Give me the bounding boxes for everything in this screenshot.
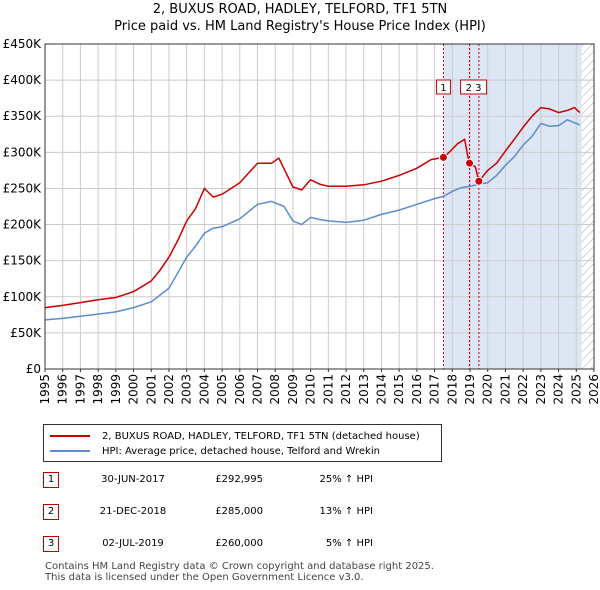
y-tick-label: £400K	[3, 73, 43, 87]
x-tick-label: 2006	[233, 374, 247, 405]
x-tick-label: 2024	[552, 374, 566, 405]
sale-hpi-change: 5% ↑ HPI	[325, 538, 373, 549]
legend-swatch-hpi	[50, 450, 90, 452]
x-tick-label: 1999	[109, 374, 123, 405]
chart-title: 2, BUXUS ROAD, HADLEY, TELFORD, TF1 5TN	[152, 2, 448, 17]
x-tick-label: 2013	[357, 374, 371, 405]
sale-price: £292,995	[215, 474, 263, 485]
x-tick-label: 2008	[268, 374, 282, 405]
price-chart: 1 2 3 £0 £50K £100K £150K £200K £250K £300K £350…	[3, 37, 600, 405]
y-tick-label: £200K	[3, 218, 43, 232]
chart-legend: 2, BUXUS ROAD, HADLEY, TELFORD, TF1 5TN …	[43, 424, 442, 462]
sale-hpi-change: 25% ↑ HPI	[319, 474, 373, 485]
sale-label-text: 1	[440, 83, 446, 94]
x-tick-label: 2025	[569, 374, 583, 405]
y-tick-label: £300K	[3, 145, 43, 159]
sale-label-box	[460, 79, 488, 95]
sale-hpi-change: 13% ↑ HPI	[319, 506, 373, 517]
plot-frame	[44, 43, 595, 370]
x-tick-label: 1998	[91, 374, 105, 405]
hatched-forecast-region	[581, 44, 594, 369]
legend-entry-property: 2, BUXUS ROAD, HADLEY, TELFORD, TF1 5TN …	[50, 429, 420, 443]
sale-number-badge: 2	[43, 504, 59, 520]
y-tick-label: £450K	[3, 37, 43, 51]
x-tick-label: 2005	[215, 374, 229, 405]
x-tick-label: 1997	[73, 374, 87, 405]
y-tick-label: £150K	[3, 254, 43, 268]
x-tick-label: 2007	[251, 374, 265, 405]
sale-row: 1 30-JUN-2017 £292,995 25% ↑ HPI	[43, 472, 443, 490]
x-tick-label: 2021	[498, 374, 512, 405]
x-tick-label: 2018	[445, 374, 459, 405]
x-tick-label: 2012	[339, 374, 353, 405]
x-tick-label: 2000	[127, 374, 141, 405]
sale-date: 02-JUL-2019	[102, 538, 164, 549]
sale-point	[438, 152, 448, 162]
x-tick-label: 2023	[534, 374, 548, 405]
legend-entry-hpi: HPI: Average price, detached house, Telf…	[50, 444, 380, 458]
sale-date: 21-DEC-2018	[99, 506, 167, 517]
x-tick-label: 2001	[144, 374, 158, 405]
sale-price: £260,000	[215, 538, 263, 549]
legend-swatch-property	[50, 435, 90, 437]
sale-label-box	[435, 79, 451, 95]
x-tick-label: 2004	[197, 374, 211, 405]
footer-attribution: Contains HM Land Registry data © Crown c…	[45, 561, 434, 583]
sale-row: 3 02-JUL-2019 £260,000 5% ↑ HPI	[43, 536, 443, 554]
legend-label-hpi: HPI: Average price, detached house, Telf…	[102, 445, 380, 457]
y-tick-label: £100K	[3, 290, 43, 304]
y-tick-label: £350K	[3, 109, 43, 123]
y-tick-label: £250K	[3, 181, 43, 195]
y-tick-label: £0	[26, 362, 41, 376]
sale-price: £285,000	[215, 506, 263, 517]
sale-point	[474, 176, 484, 186]
sale-date: 30-JUN-2017	[101, 474, 165, 485]
x-tick-label: 2016	[410, 374, 424, 405]
footer-line-licence: This data is licensed under the Open Gov…	[45, 572, 364, 583]
x-tick-label: 2020	[481, 374, 495, 405]
sale-number-badge: 1	[43, 472, 59, 488]
footer-line-copyright: Contains HM Land Registry data © Crown c…	[45, 561, 434, 572]
chart-subtitle: Price paid vs. HM Land Registry's House …	[114, 19, 486, 34]
legend-label-property: 2, BUXUS ROAD, HADLEY, TELFORD, TF1 5TN …	[102, 430, 420, 442]
x-tick-label: 1995	[38, 374, 52, 405]
x-tick-label: 2002	[162, 374, 176, 405]
x-tick-label: 2026	[587, 374, 600, 405]
series-line-hpi	[44, 119, 581, 321]
x-tick-label: 2015	[392, 374, 406, 405]
x-tick-label: 1996	[56, 374, 70, 405]
x-tick-label: 2003	[180, 374, 194, 405]
sale-point	[465, 158, 475, 168]
sale-row: 2 21-DEC-2018 £285,000 13% ↑ HPI	[43, 504, 443, 522]
y-tick-label: £50K	[10, 326, 42, 340]
x-tick-label: 2017	[428, 374, 442, 405]
x-tick-label: 2019	[463, 374, 477, 405]
x-tick-label: 2022	[516, 374, 530, 405]
series-line-property	[44, 106, 581, 309]
x-tick-label: 2010	[304, 374, 318, 405]
sale-label-text: 2 3	[466, 83, 482, 94]
x-tick-label: 2014	[374, 374, 388, 405]
x-tick-label: 2011	[321, 374, 335, 405]
sale-number-badge: 3	[43, 536, 59, 552]
x-tick-label: 2009	[286, 374, 300, 405]
